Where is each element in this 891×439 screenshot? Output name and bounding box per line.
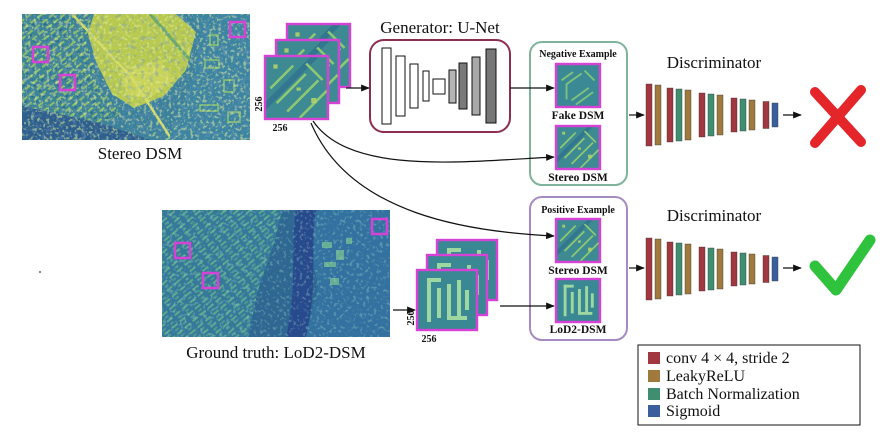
- ground-truth-label: Ground truth: LoD2-DSM: [186, 343, 365, 362]
- discriminator-layer-leaky-relu: [716, 248, 724, 290]
- legend-label-sigmoid: Sigmoid: [666, 403, 720, 420]
- discriminator-layer-conv: [666, 87, 674, 143]
- negative-example-box: Negative Example Fake DSM Stereo DSM: [529, 41, 628, 186]
- legend: conv 4 × 4, stride 2 LeakyReLU Batch Nor…: [637, 344, 861, 426]
- discriminator-layer-leaky-relu: [684, 243, 692, 295]
- legend-frame: [637, 344, 861, 426]
- patch-width-label: 256: [422, 334, 437, 345]
- discriminator-layer-sigmoid: [771, 256, 779, 282]
- lod2-dsm-patch: [556, 279, 600, 322]
- discriminator-layer-batch-norm: [675, 242, 683, 296]
- crop-marker: [58, 73, 77, 92]
- discriminator-layer-leaky-relu: [748, 99, 756, 131]
- discriminator-layer-conv: [698, 92, 706, 138]
- patch-height-label: 256: [254, 97, 265, 112]
- negative-example-title: Negative Example: [539, 49, 617, 60]
- crop-marker: [31, 45, 50, 64]
- discriminator-layer-leaky-relu: [748, 253, 756, 285]
- discriminator-layer-conv: [645, 83, 653, 147]
- arrow-stack-to-negative-stereo: [312, 120, 555, 163]
- stereo-dsm-crop-markers: [31, 20, 247, 92]
- fake-dsm-patch: [556, 64, 600, 107]
- generator-box: [369, 39, 511, 133]
- positive-example-box: Positive Example Stereo DSM LoD2-DSM: [529, 196, 628, 341]
- unet-icon: [381, 47, 497, 125]
- discriminator-top: [645, 83, 779, 147]
- discriminator-layer-conv: [666, 241, 674, 297]
- discriminator-layer-leaky-relu: [684, 89, 692, 141]
- discriminator-layer-leaky-relu: [716, 94, 724, 136]
- patch-border: [415, 268, 479, 332]
- discriminator-layer-leaky-relu: [654, 84, 662, 146]
- generator-title: Generator: U-Net: [380, 18, 500, 37]
- stray-dot: [39, 271, 41, 273]
- patch-border: [554, 277, 602, 324]
- discriminator-layer-conv: [730, 97, 738, 133]
- legend-label-conv: conv 4 × 4, stride 2: [666, 350, 790, 367]
- discriminator-layer-conv: [645, 237, 653, 301]
- stereo-dsm-label: Stereo DSM: [98, 144, 183, 163]
- legend-label-leaky-relu: LeakyReLU: [666, 368, 746, 385]
- discriminator-layer-conv: [730, 251, 738, 287]
- legend-swatch-conv: [648, 352, 660, 364]
- discriminator-layer-conv: [762, 101, 770, 129]
- crop-marker: [173, 241, 192, 260]
- stereo-dsm-patch-label: Stereo DSM: [548, 172, 608, 184]
- arrow-stack-to-positive-stereo: [310, 122, 555, 240]
- patch-stack-top: [263, 22, 352, 121]
- patch-border: [554, 217, 602, 264]
- lod2-dsm-patch-label: LoD2-DSM: [550, 324, 607, 336]
- discriminator-layer-batch-norm: [739, 98, 747, 132]
- discriminator-layer-batch-norm: [707, 93, 715, 137]
- patch-border: [263, 54, 330, 121]
- discriminator-layer-sigmoid: [771, 102, 779, 128]
- discriminator-layer-conv: [698, 246, 706, 292]
- legend-label-batch-norm: Batch Normalization: [666, 386, 800, 403]
- crop-marker: [370, 217, 389, 236]
- negative-example-frame: [529, 41, 628, 186]
- patch: [265, 56, 328, 119]
- ground-truth-crop-markers: [173, 217, 389, 290]
- discriminator-layer-batch-norm: [707, 247, 715, 291]
- patch-border: [554, 62, 602, 109]
- legend-swatch-sigmoid: [648, 405, 660, 417]
- green-check-icon: [809, 234, 876, 296]
- legend-swatch-leaky-relu: [648, 370, 660, 382]
- crop-marker: [201, 271, 220, 290]
- fake-dsm-label: Fake DSM: [552, 110, 605, 122]
- crop-marker: [228, 20, 247, 39]
- discriminator-bottom: [645, 237, 779, 301]
- discriminator-top-title: Discriminator: [667, 53, 762, 72]
- stereo-dsm-patch: [556, 126, 600, 169]
- patch-stack-bottom: [415, 238, 499, 332]
- patch-width-label: 256: [273, 123, 288, 134]
- legend-swatch-batch-norm: [648, 388, 660, 400]
- discriminator-layer-batch-norm: [739, 252, 747, 286]
- ground-truth-image: [162, 210, 390, 337]
- patch-border: [554, 124, 602, 171]
- discriminator-layer-leaky-relu: [654, 238, 662, 300]
- stereo-dsm-image: [22, 14, 250, 140]
- patch-height-label: 256: [406, 311, 417, 326]
- patch: [417, 270, 477, 330]
- arrows: [310, 84, 802, 314]
- discriminator-bottom-title: Discriminator: [667, 206, 762, 225]
- stereo-dsm-patch-label: Stereo DSM: [548, 265, 608, 277]
- discriminator-layer-conv: [762, 255, 770, 283]
- discriminator-layer-batch-norm: [675, 88, 683, 142]
- stereo-dsm-patch: [556, 219, 600, 262]
- positive-example-title: Positive Example: [541, 205, 615, 216]
- red-cross-icon: [810, 85, 866, 148]
